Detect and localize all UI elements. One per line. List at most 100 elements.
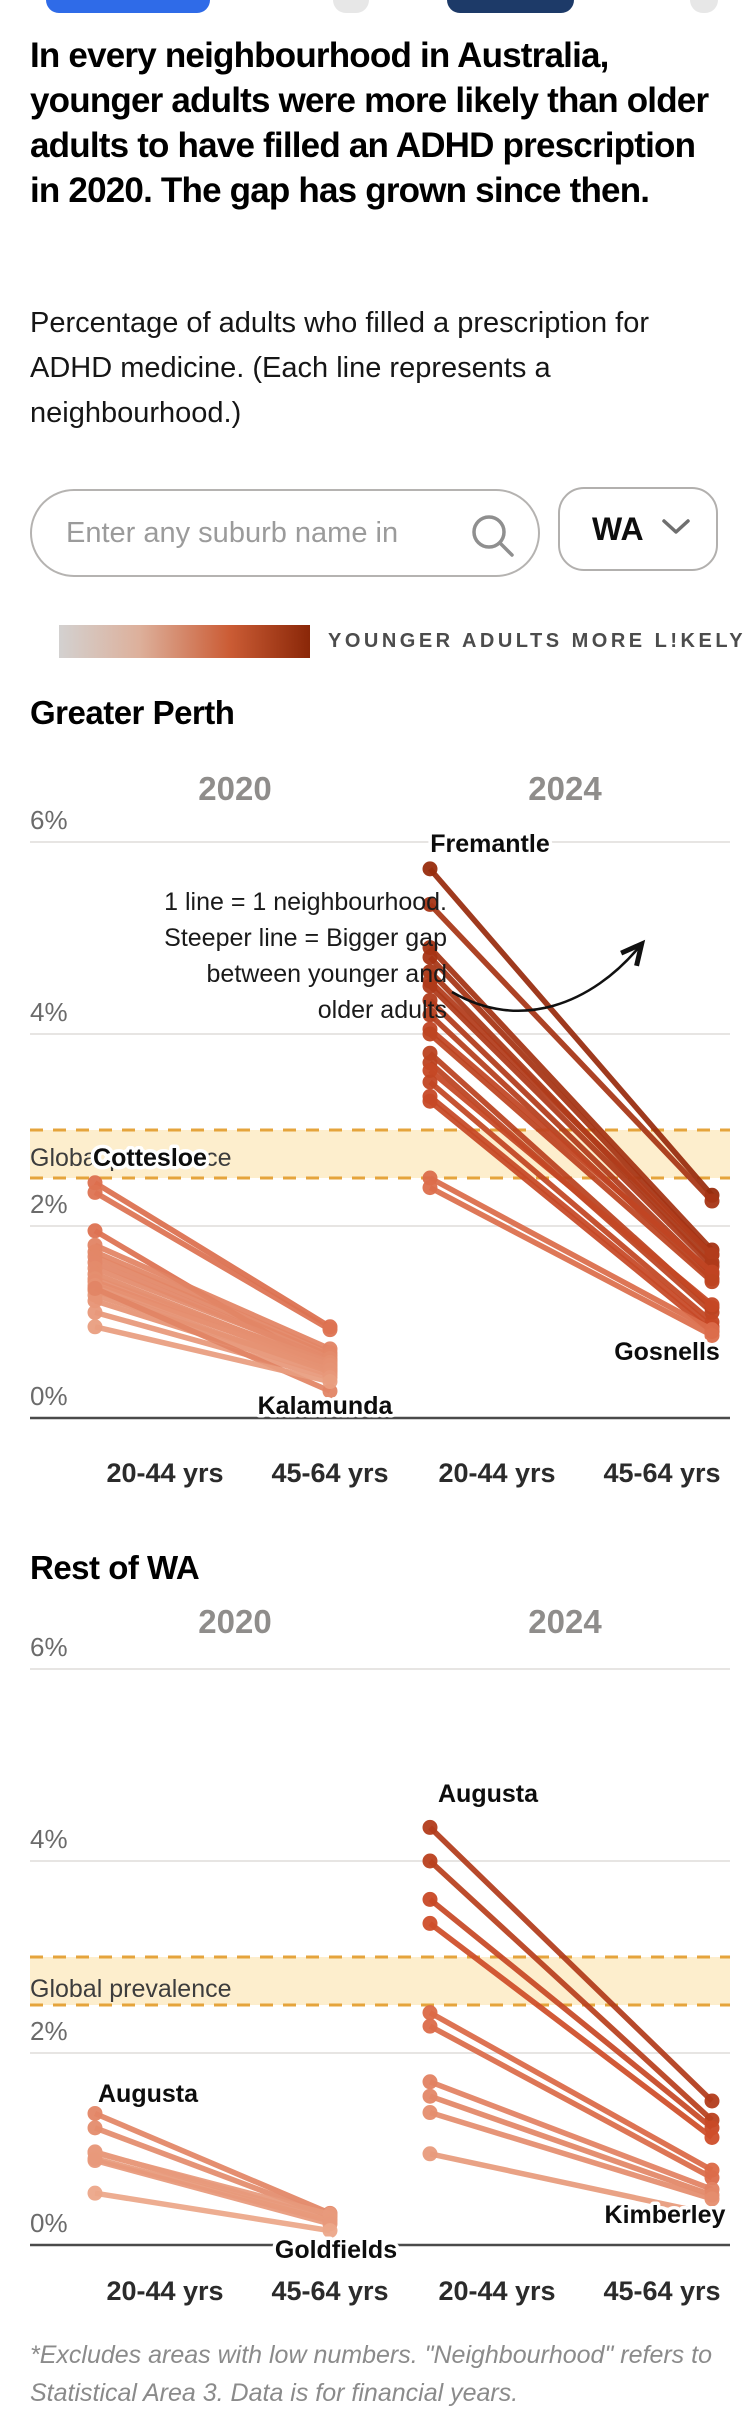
- data-point[interactable]: [422, 2005, 438, 2021]
- slope-line[interactable]: [428, 1175, 714, 1333]
- slope-line[interactable]: [428, 2023, 714, 2181]
- slope-line[interactable]: [428, 1858, 714, 2123]
- data-point[interactable]: [87, 2153, 103, 2169]
- data-point[interactable]: [422, 1819, 438, 1835]
- search-icon[interactable]: [470, 513, 516, 564]
- data-point[interactable]: [87, 1304, 103, 1320]
- slope-line[interactable]: [94, 2190, 331, 2234]
- data-point[interactable]: [422, 2146, 438, 2162]
- data-point[interactable]: [87, 2120, 103, 2136]
- data-point[interactable]: [422, 978, 438, 994]
- data-point[interactable]: [87, 1293, 103, 1309]
- slope-line[interactable]: [93, 1190, 332, 1333]
- slope-line[interactable]: [94, 1265, 331, 1362]
- data-point[interactable]: [87, 2105, 103, 2121]
- annotation-text: older adults: [318, 996, 447, 1024]
- slope-line[interactable]: [428, 1068, 714, 1307]
- data-point[interactable]: [87, 1319, 103, 1335]
- data-point[interactable]: [322, 1322, 338, 1338]
- slope-line[interactable]: [428, 1094, 714, 1329]
- slope-line[interactable]: [94, 1282, 331, 1368]
- slope-line[interactable]: [94, 1324, 331, 1385]
- data-point[interactable]: [87, 1280, 103, 1296]
- slope-line[interactable]: [428, 1185, 714, 1338]
- slope-line[interactable]: [428, 1027, 714, 1275]
- suburb-search[interactable]: [30, 489, 540, 577]
- data-point[interactable]: [422, 949, 438, 965]
- data-point[interactable]: [422, 1853, 438, 1869]
- tab-pill-gray-1[interactable]: [333, 0, 369, 13]
- data-point[interactable]: [422, 1007, 438, 1023]
- slope-line[interactable]: [427, 867, 715, 1198]
- slope-chart-2: 2020 2024 6% 4% 2% 0% Global prevalence Augusta…: [30, 1603, 730, 2306]
- data-point[interactable]: [422, 1915, 438, 1931]
- slope-line[interactable]: [429, 2093, 713, 2198]
- slope-line[interactable]: [429, 2151, 713, 2217]
- data-point[interactable]: [704, 2191, 720, 2207]
- color-gradient-legend: [59, 625, 310, 658]
- data-point[interactable]: [704, 1274, 720, 1290]
- data-point[interactable]: [422, 1026, 438, 1042]
- slope-line[interactable]: [93, 1180, 332, 1330]
- data-point[interactable]: [704, 1327, 720, 1343]
- slope-line[interactable]: [428, 1079, 714, 1325]
- slope-line[interactable]: [428, 2010, 714, 2173]
- data-point[interactable]: [704, 2170, 720, 2186]
- data-point[interactable]: [704, 2129, 720, 2145]
- slope-line[interactable]: [93, 1242, 332, 1352]
- data-point[interactable]: [422, 1093, 438, 1109]
- slope-line[interactable]: [93, 2110, 332, 2216]
- data-point[interactable]: [704, 1297, 720, 1313]
- data-point[interactable]: [422, 861, 438, 877]
- data-point[interactable]: [704, 2206, 720, 2222]
- data-point[interactable]: [422, 1062, 438, 1078]
- state-dropdown[interactable]: WA: [558, 487, 718, 571]
- data-point[interactable]: [422, 896, 438, 912]
- slope-line[interactable]: [94, 1309, 331, 1381]
- tab-pill-blue[interactable]: [46, 0, 210, 13]
- slope-line[interactable]: [428, 1099, 714, 1334]
- data-point[interactable]: [87, 2185, 103, 2201]
- slope-line[interactable]: [428, 902, 714, 1203]
- slope-line[interactable]: [428, 1031, 714, 1284]
- slope-line[interactable]: [93, 1249, 332, 1356]
- annotation-text: Steeper line = Bigger gap: [164, 924, 447, 952]
- data-point[interactable]: [422, 1180, 438, 1196]
- data-point[interactable]: [704, 2093, 720, 2109]
- data-point[interactable]: [422, 1891, 438, 1907]
- data-point[interactable]: [422, 2088, 438, 2104]
- data-point[interactable]: [322, 2223, 338, 2239]
- data-point[interactable]: [422, 1074, 438, 1090]
- slope-line[interactable]: [94, 1276, 331, 1365]
- data-point[interactable]: [87, 1184, 103, 1200]
- slope-line[interactable]: [428, 1897, 714, 2131]
- suburb-search-input[interactable]: [32, 516, 444, 550]
- slope-line[interactable]: [428, 1825, 714, 2103]
- data-point[interactable]: [704, 1193, 720, 1209]
- data-point[interactable]: [87, 1223, 103, 1239]
- slope-line[interactable]: [428, 955, 714, 1257]
- data-point[interactable]: [422, 992, 438, 1008]
- slope-line[interactable]: [428, 1921, 714, 2140]
- data-point[interactable]: [322, 1374, 338, 1390]
- slope-line[interactable]: [429, 2079, 713, 2192]
- slope-line[interactable]: [428, 984, 714, 1269]
- slope-line[interactable]: [429, 2109, 713, 2202]
- year-header: 2024: [528, 770, 602, 807]
- tab-pill-gray-2[interactable]: [690, 0, 718, 13]
- section-title-greater-perth: Greater Perth: [30, 694, 235, 731]
- data-point[interactable]: [422, 2105, 438, 2121]
- slope-line[interactable]: [94, 2150, 331, 2217]
- tab-pill-navy[interactable]: [447, 0, 574, 13]
- slope-line[interactable]: [427, 945, 715, 1252]
- age-column-label: 45-64 yrs: [603, 1458, 720, 1488]
- data-point[interactable]: [704, 1247, 720, 1263]
- slope-line[interactable]: [93, 1254, 332, 1359]
- data-point[interactable]: [422, 2074, 438, 2090]
- slope-chart-1: 2020 2024 6% 4% 2% 0% Global prevalence 1 line …: [30, 770, 730, 1488]
- annotation-arrow: [451, 939, 646, 1012]
- data-point[interactable]: [422, 2018, 438, 2034]
- slope-line[interactable]: [94, 2157, 331, 2227]
- slope-line[interactable]: [428, 979, 714, 1257]
